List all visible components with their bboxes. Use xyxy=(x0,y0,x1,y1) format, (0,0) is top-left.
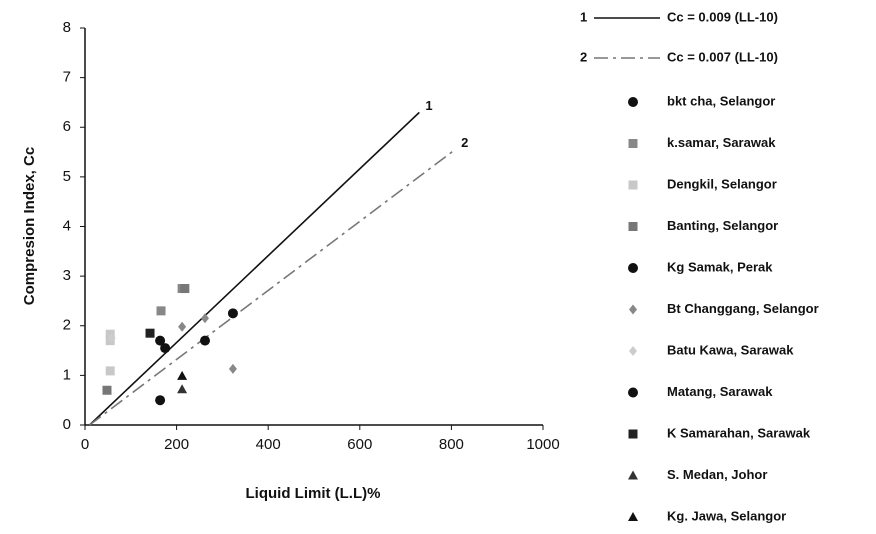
legend-marker xyxy=(628,180,638,190)
y-tick-label: 3 xyxy=(63,267,71,284)
legend-label: Matang, Sarawak xyxy=(667,384,773,399)
legend-marker xyxy=(628,139,638,148)
legend-marker xyxy=(629,304,637,315)
point xyxy=(105,329,115,339)
legend-label: bkt cha, Selangor xyxy=(667,93,775,108)
legend-label: Banting, Selangor xyxy=(667,218,778,233)
y-tick-label: 4 xyxy=(63,217,71,234)
legend-label: Cc = 0.007 (LL-10) xyxy=(667,49,778,64)
x-tick-label: 1000 xyxy=(526,436,559,453)
point xyxy=(107,333,116,344)
legend-label: S. Medan, Johor xyxy=(667,467,767,482)
point xyxy=(180,284,190,294)
legend-label: Batu Kawa, Sarawak xyxy=(667,342,794,357)
point xyxy=(105,366,115,376)
legend-number: 1 xyxy=(580,9,587,24)
y-tick-label: 1 xyxy=(63,366,71,383)
point xyxy=(102,385,112,395)
x-tick-label: 400 xyxy=(256,436,281,453)
point xyxy=(145,328,155,338)
y-axis-label: Compresion Index, Cc xyxy=(21,147,38,305)
legend-number: 2 xyxy=(580,49,587,64)
line-label: 2 xyxy=(461,135,468,150)
point xyxy=(155,395,166,406)
legend-label: k.samar, Sarawak xyxy=(667,135,776,150)
legend-marker xyxy=(628,97,638,107)
y-tick-label: 6 xyxy=(63,118,71,135)
legend-marker xyxy=(629,346,637,356)
legend-marker xyxy=(628,512,638,521)
legend-marker xyxy=(628,429,638,439)
point xyxy=(227,308,238,319)
point xyxy=(177,384,188,394)
x-tick-label: 200 xyxy=(164,436,189,453)
point xyxy=(178,321,187,332)
x-tick-label: 0 xyxy=(81,436,89,453)
y-tick-label: 7 xyxy=(63,69,71,86)
x-tick-label: 800 xyxy=(439,436,464,453)
legend-marker xyxy=(628,470,638,480)
legend-label: Kg. Jawa, Selangor xyxy=(667,508,786,523)
y-tick-label: 5 xyxy=(63,168,71,185)
legend-label: Bt Changgang, Selangor xyxy=(667,301,819,316)
point xyxy=(200,313,209,324)
legend-marker xyxy=(628,387,638,398)
point xyxy=(199,335,210,346)
x-tick-label: 600 xyxy=(347,436,372,453)
y-tick-label: 0 xyxy=(63,416,71,433)
point xyxy=(156,306,166,316)
fit-line xyxy=(89,111,420,426)
legend-label: Cc = 0.009 (LL-10) xyxy=(667,9,778,24)
legend-label: K Samarahan, Sarawak xyxy=(667,425,811,440)
x-axis-label: Liquid Limit (L.L)% xyxy=(246,485,381,502)
y-tick-label: 8 xyxy=(63,19,71,36)
point xyxy=(228,363,237,374)
fit-line xyxy=(89,148,456,426)
legend-marker xyxy=(628,222,638,231)
y-tick-label: 2 xyxy=(63,317,71,334)
legend-marker xyxy=(628,263,638,273)
line-label: 1 xyxy=(425,98,432,113)
legend-label: Kg Samak, Perak xyxy=(667,259,773,274)
point xyxy=(155,335,166,346)
point xyxy=(177,370,188,380)
point xyxy=(160,343,171,354)
legend-label: Dengkil, Selangor xyxy=(667,176,777,191)
